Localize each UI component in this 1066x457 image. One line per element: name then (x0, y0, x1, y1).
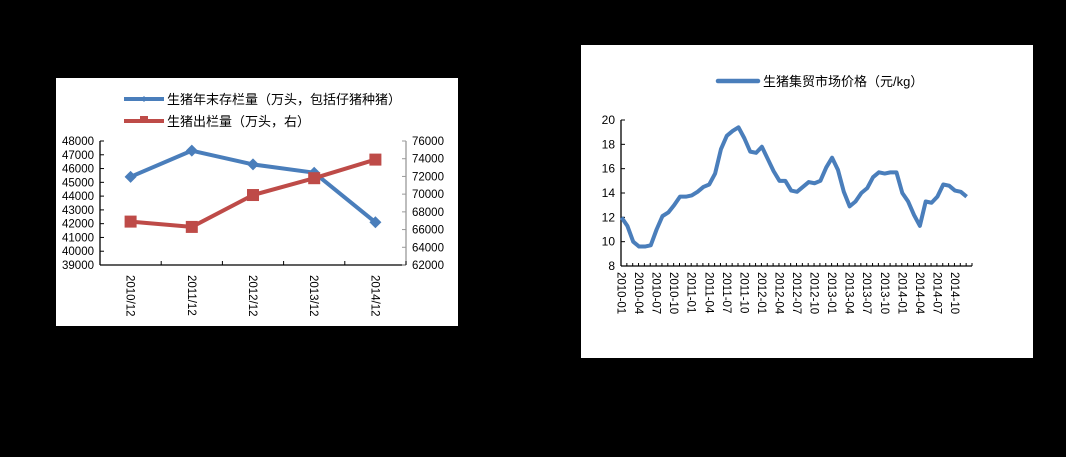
x-tick-label: 2012-07 (790, 272, 802, 314)
x-tick-label: 2010/12 (124, 275, 136, 317)
x-tick-label: 2013-10 (878, 272, 890, 314)
legend-item: 生猪出栏量（万头，右） (124, 114, 310, 129)
inventory-slaughter-plot: 生猪年末存栏量（万头，包括仔猪种猪） 生猪出栏量（万头，右） 39000 40000 4… (62, 92, 444, 317)
slaughter-series (124, 153, 382, 233)
data-point (308, 172, 321, 185)
legend-label: 生猪年末存栏量（万头，包括仔猪种猪） (167, 92, 401, 107)
data-point (124, 170, 137, 183)
data-point (124, 215, 137, 228)
inventory-series (124, 144, 382, 229)
x-tick-label: 2012-10 (808, 272, 820, 314)
left-y-tick-label: 48000 (62, 136, 94, 148)
left-y-tick-label: 44000 (62, 191, 94, 203)
y-tick-label: 12 (602, 210, 616, 224)
x-tick-label: 2010-01 (615, 272, 627, 314)
right-y-tick-label: 62000 (412, 260, 444, 272)
right-y-tick-label: 74000 (412, 154, 444, 166)
left-y-tick-label: 41000 (62, 232, 94, 244)
right-y-tick-label: 66000 (412, 225, 444, 237)
x-tick-label: 2010-04 (632, 272, 644, 315)
x-tick-label: 2012-04 (772, 272, 784, 315)
left-y-tick-label: 39000 (62, 260, 94, 272)
x-tick-label: 2013/12 (307, 275, 319, 317)
x-tick-label: 2011/12 (185, 275, 197, 316)
right-y-tick-label: 68000 (412, 207, 444, 219)
x-tick-label: 2013-01 (825, 272, 837, 314)
left-y-tick-label: 40000 (62, 246, 94, 258)
x-tick-label: 2014-10 (948, 272, 960, 314)
legend-item: 生猪年末存栏量（万头，包括仔猪种猪） (124, 92, 401, 107)
x-tick-label: 2012/12 (246, 275, 258, 317)
y-tick-label: 18 (602, 137, 616, 151)
x-tick-label: 2013-07 (860, 272, 872, 314)
x-tick-label: 2011-01 (685, 272, 697, 313)
y-tick-label: 8 (608, 259, 615, 273)
x-tick-label: 2014-04 (913, 272, 925, 315)
legend: 生猪集贸市场价格（元/kg） (715, 74, 923, 89)
x-tick-label: 2014/12 (368, 275, 380, 317)
legend-label: 生猪出栏量（万头，右） (167, 114, 310, 129)
market-price-plot: 生猪集贸市场价格（元/kg） 8 10 12 14 16 18 20 2010-01 2010-0… (602, 74, 973, 315)
legend: 生猪年末存栏量（万头，包括仔猪种猪） 生猪出栏量（万头，右） (124, 92, 401, 129)
diamond-marker-icon (141, 96, 147, 102)
right-y-tick-label: 72000 (412, 171, 444, 183)
x-tick-label: 2014-07 (930, 272, 942, 314)
y-tick-label: 14 (602, 186, 616, 200)
right-y-tick-label: 64000 (412, 242, 444, 254)
x-tick-label: 2010-10 (667, 272, 679, 314)
x-tick-label: 2011-07 (720, 272, 732, 313)
right-y-tick-label: 76000 (412, 136, 444, 148)
y-tick-label: 20 (602, 113, 616, 127)
x-tick-label: 2011-10 (737, 272, 749, 313)
x-tick-label: 2010-07 (650, 272, 662, 314)
data-point (369, 216, 382, 229)
data-point (185, 220, 198, 233)
left-y-tick-label: 43000 (62, 205, 94, 217)
left-y-tick-label: 42000 (62, 219, 94, 231)
x-tick-label: 2012-01 (755, 272, 767, 314)
left-y-tick-label: 47000 (62, 150, 94, 162)
right-y-tick-label: 70000 (412, 189, 444, 201)
inventory-slaughter-chart: 生猪年末存栏量（万头，包括仔猪种猪） 生猪出栏量（万头，右） 39000 40000 4… (56, 78, 458, 326)
x-tick-label: 2014-01 (895, 272, 907, 314)
square-marker-icon (140, 116, 148, 122)
legend-label: 生猪集贸市场价格（元/kg） (763, 74, 923, 89)
market-price-chart: 生猪集贸市场价格（元/kg） 8 10 12 14 16 18 20 2010-01 2010-0… (581, 45, 1033, 358)
x-tick-label: 2011-04 (702, 272, 714, 314)
price-series-line (619, 125, 968, 249)
left-y-tick-label: 46000 (62, 164, 94, 176)
left-y-tick-label: 45000 (62, 177, 94, 189)
y-tick-label: 16 (602, 162, 616, 176)
data-point (369, 153, 382, 166)
data-point (185, 144, 198, 157)
data-point (247, 189, 259, 202)
y-tick-label: 10 (602, 235, 616, 249)
data-point (247, 158, 259, 171)
x-tick-label: 2013-04 (843, 272, 855, 315)
